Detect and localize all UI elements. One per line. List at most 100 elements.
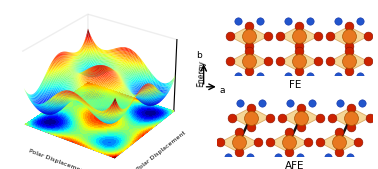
Point xyxy=(236,151,242,154)
Point xyxy=(248,116,254,119)
Polygon shape xyxy=(280,26,318,46)
Point xyxy=(217,141,223,144)
Point xyxy=(305,141,311,144)
Point xyxy=(246,45,252,48)
Polygon shape xyxy=(330,26,368,46)
Point xyxy=(359,101,365,104)
Point xyxy=(236,131,242,134)
Point xyxy=(248,106,254,109)
Point xyxy=(259,101,265,104)
Point xyxy=(246,25,252,28)
Point xyxy=(309,101,315,104)
Point xyxy=(297,156,303,159)
Point xyxy=(348,116,354,119)
Point xyxy=(255,141,261,144)
Polygon shape xyxy=(270,132,308,152)
Point xyxy=(298,126,304,129)
Point xyxy=(247,156,253,159)
Point xyxy=(315,35,321,38)
Point xyxy=(327,60,333,63)
Point xyxy=(296,35,302,38)
Point xyxy=(346,70,352,73)
Text: FE: FE xyxy=(289,80,301,90)
Point xyxy=(346,35,352,38)
Point xyxy=(248,126,254,129)
Point xyxy=(296,45,302,48)
Point xyxy=(357,20,363,23)
Point xyxy=(227,60,233,63)
Point xyxy=(235,20,241,23)
Point xyxy=(336,141,342,144)
Point xyxy=(315,60,321,63)
Point xyxy=(267,116,273,119)
Point xyxy=(279,116,285,119)
Polygon shape xyxy=(220,132,258,152)
Point xyxy=(347,156,353,159)
Point xyxy=(348,126,354,129)
Point xyxy=(346,60,352,63)
Point xyxy=(298,116,304,119)
Point xyxy=(237,101,243,104)
Point xyxy=(235,75,241,78)
Point xyxy=(246,70,252,73)
Point xyxy=(296,60,302,63)
Point xyxy=(335,75,341,78)
Point xyxy=(285,75,291,78)
Point xyxy=(257,20,263,23)
Point xyxy=(298,106,304,109)
Point xyxy=(229,116,235,119)
Point xyxy=(265,35,271,38)
Point xyxy=(337,101,343,104)
Point xyxy=(246,50,252,53)
Point xyxy=(267,141,273,144)
Point xyxy=(277,60,283,63)
Point xyxy=(265,60,271,63)
Point xyxy=(227,35,233,38)
Point xyxy=(365,60,371,63)
Y-axis label: Polar Displacement: Polar Displacement xyxy=(136,130,187,169)
Text: b: b xyxy=(196,51,202,60)
Point xyxy=(285,20,291,23)
Polygon shape xyxy=(320,132,358,152)
Polygon shape xyxy=(230,26,268,46)
Point xyxy=(236,141,242,144)
Point xyxy=(317,116,323,119)
Point xyxy=(317,141,323,144)
Point xyxy=(307,20,313,23)
Polygon shape xyxy=(232,107,270,127)
Point xyxy=(225,156,231,159)
Polygon shape xyxy=(330,51,368,71)
Point xyxy=(346,25,352,28)
Point xyxy=(257,75,263,78)
Point xyxy=(296,25,302,28)
Polygon shape xyxy=(332,107,370,127)
Point xyxy=(348,106,354,109)
Point xyxy=(246,35,252,38)
Point xyxy=(357,75,363,78)
Point xyxy=(296,50,302,53)
Text: a: a xyxy=(220,86,225,95)
Point xyxy=(286,131,292,134)
Polygon shape xyxy=(280,51,318,71)
Point xyxy=(336,151,342,154)
Point xyxy=(287,101,293,104)
Polygon shape xyxy=(230,51,268,71)
Point xyxy=(335,20,341,23)
Point xyxy=(325,156,331,159)
Point xyxy=(296,70,302,73)
Point xyxy=(367,116,373,119)
Point xyxy=(327,35,333,38)
Point xyxy=(336,131,342,134)
Point xyxy=(346,50,352,53)
Point xyxy=(275,156,281,159)
Point xyxy=(329,116,335,119)
Point xyxy=(365,35,371,38)
Point xyxy=(355,141,361,144)
Point xyxy=(286,141,292,144)
Point xyxy=(307,75,313,78)
Polygon shape xyxy=(282,107,320,127)
Point xyxy=(286,151,292,154)
Point xyxy=(277,35,283,38)
X-axis label: Polar Displacement: Polar Displacement xyxy=(28,148,87,169)
Point xyxy=(346,45,352,48)
